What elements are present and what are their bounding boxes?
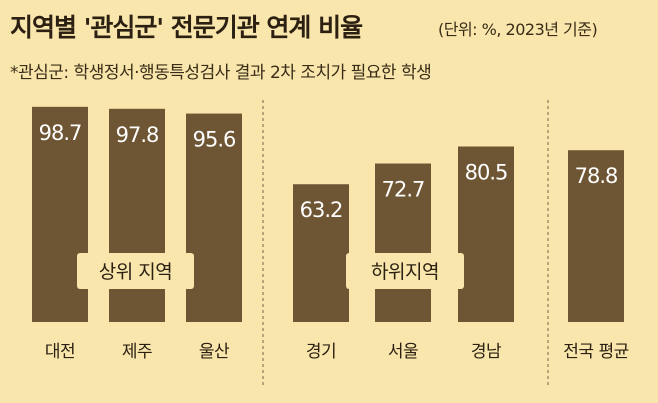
bar	[375, 163, 431, 322]
bar-value-label: 80.5	[465, 161, 508, 185]
bar	[186, 113, 242, 322]
group-label: 상위 지역	[99, 261, 172, 283]
bar	[293, 184, 349, 322]
bar-value-label: 78.8	[575, 164, 618, 188]
group-label-box	[77, 253, 194, 289]
bar-value-label: 98.7	[39, 121, 82, 145]
bar-value-label: 63.2	[300, 198, 343, 222]
footnote: *관심군: 학생정서·행동특성검사 결과 2차 조치가 필요한 학생	[10, 63, 432, 83]
unit-note: (단위: %, 2023년 기준)	[438, 20, 598, 39]
chart-title: 지역별 '관심군' 전문기관 연계 비율	[10, 13, 363, 42]
category-tick-label: 대전	[45, 342, 75, 362]
category-tick-label: 울산	[199, 342, 230, 362]
group-label: 하위지역	[371, 261, 439, 283]
bar-value-label: 97.8	[116, 123, 159, 147]
category-tick-label: 서울	[388, 342, 418, 362]
category-tick-label: 제주	[122, 342, 152, 362]
category-tick-label: 경남	[471, 342, 502, 362]
bar	[568, 150, 624, 322]
category-tick-label: 전국 평균	[563, 342, 628, 362]
bar-value-label: 95.6	[193, 128, 236, 152]
category-tick-label: 경기	[306, 342, 336, 362]
group-label-box	[346, 253, 464, 289]
bar	[458, 146, 514, 322]
bar-value-label: 72.7	[382, 178, 425, 202]
